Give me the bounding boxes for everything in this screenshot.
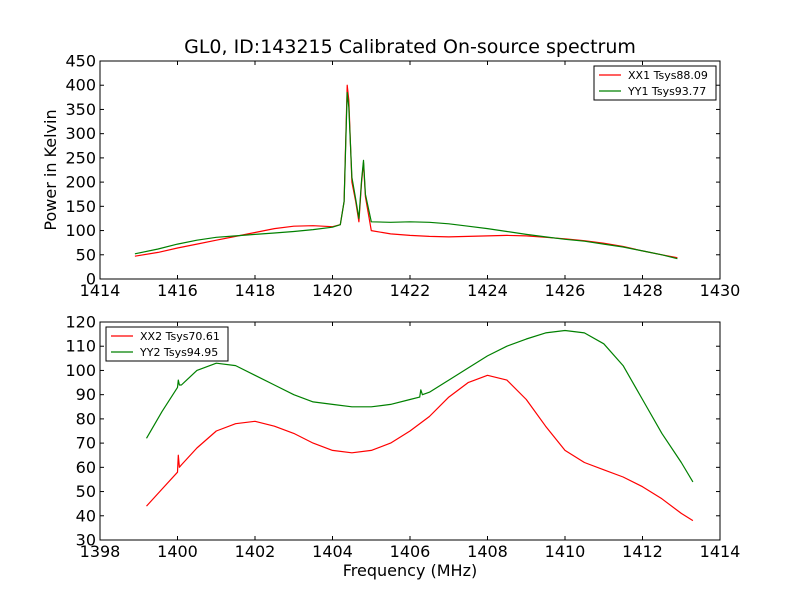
legend-label: YY1 Tsys93.77	[627, 85, 706, 98]
x-tick-label: 1418	[235, 281, 276, 300]
y-tick-label: 50	[76, 482, 96, 501]
y-tick-label: 250	[65, 148, 96, 167]
bottom-plot: 1398 1400 1402 1404 1406 1408 1410 1412 1414 30 40…	[65, 313, 740, 581]
y-tick-label: 80	[76, 409, 96, 428]
x-tick-label: 1426	[545, 281, 586, 300]
x-axis-label: Frequency (MHz)	[343, 561, 477, 580]
x-tick-label: 1402	[235, 542, 276, 561]
x-tick-label: 1398	[80, 542, 121, 561]
figure-title: GL0, ID:143215 Calibrated On-source spec…	[184, 36, 636, 58]
top-plot: 1414 1416 1418 1420 1422 1424 1426 1428 1430 0 50 1…	[41, 52, 740, 301]
y-tick-label: 40	[76, 506, 96, 525]
y-tick-label: 60	[76, 458, 96, 477]
x-tick-label: 1406	[390, 542, 431, 561]
y-tick-label: 150	[65, 197, 96, 216]
x-tick-label: 1428	[622, 281, 663, 300]
y-tick-label: 100	[65, 221, 96, 240]
legend: XX1 Tsys88.09 YY1 Tsys93.77	[593, 65, 717, 101]
x-tick-label: 1420	[312, 281, 353, 300]
legend-label: XX1 Tsys88.09	[628, 69, 708, 82]
y-tick-label: 350	[65, 100, 96, 119]
y-axis-label: Power in Kelvin	[41, 109, 60, 230]
y-tick-label: 90	[76, 385, 96, 404]
y-tick-label: 120	[65, 313, 96, 332]
x-tick-label: 1414	[700, 542, 741, 561]
y-tick-label: 400	[65, 76, 96, 95]
x-tick-label: 1410	[545, 542, 586, 561]
legend-box	[105, 326, 229, 362]
x-tick-label: 1422	[390, 281, 431, 300]
y-tick-label: 30	[76, 531, 96, 550]
y-tick-label: 0	[86, 270, 96, 289]
y-tick-label: 70	[76, 434, 96, 453]
series-line-yy2	[145, 329, 694, 483]
series-line-xx2	[146, 374, 694, 522]
x-tick-label: 1424	[467, 281, 508, 300]
legend-label: YY2 Tsys94.95	[139, 346, 218, 359]
x-tick-label: 1408	[467, 542, 508, 561]
legend-label: XX2 Tsys70.61	[140, 330, 220, 343]
y-tick-label: 50	[76, 245, 96, 264]
x-tick-label: 1416	[157, 281, 198, 300]
y-tick-label: 200	[65, 173, 96, 192]
x-tick-label: 1412	[622, 542, 663, 561]
legend: XX2 Tsys70.61 YY2 Tsys94.95	[105, 326, 229, 362]
y-tick-label: 100	[65, 361, 96, 380]
x-tick-label: 1404	[312, 542, 353, 561]
y-tick-label: 300	[65, 124, 96, 143]
legend-box	[593, 65, 717, 101]
series-line-yy1	[134, 91, 678, 260]
series-line-xx1	[134, 84, 678, 259]
x-tick-label: 1430	[700, 281, 741, 300]
x-tick-label: 1414	[80, 281, 121, 300]
y-tick-label: 450	[65, 52, 96, 71]
x-tick-label: 1400	[157, 542, 198, 561]
y-tick-label: 110	[65, 337, 96, 356]
